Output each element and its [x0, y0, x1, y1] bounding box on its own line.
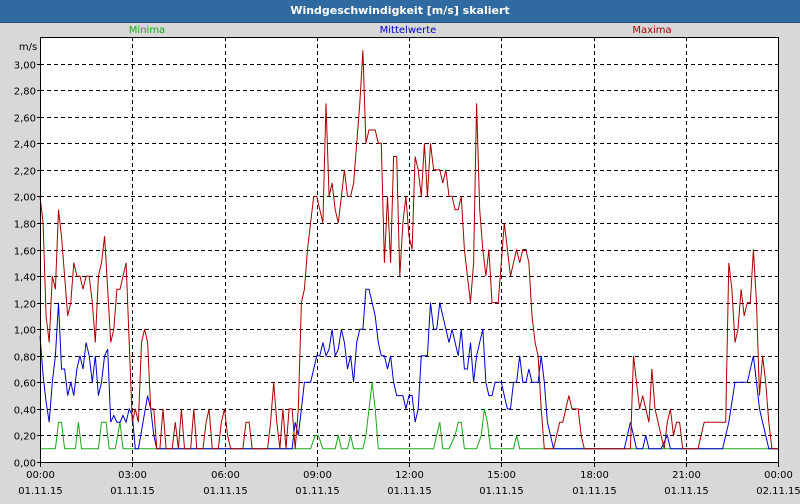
- wind-speed-chart: 0,00 0,20 0,40 0,60 0,80 1,00 1,20 1,40 1,60 1,80…: [14, 25, 800, 497]
- x-axis: 00:00 01.11.15 03:00 01.11.15 06:00 01.11.15 0…: [18, 462, 800, 497]
- y-tick-label: 2,20: [14, 167, 36, 178]
- y-axis-label: m/s: [19, 42, 37, 53]
- y-tick-label: 0,00: [14, 459, 36, 470]
- y-axis: 0,00 0,20 0,40 0,60 0,80 1,00 1,20 1,40 1,60 1,80…: [14, 61, 40, 470]
- x-tick-time: 18:00: [580, 470, 609, 481]
- series-layer: [39, 50, 778, 450]
- x-tick-date: 01.11.15: [110, 486, 155, 497]
- legend-entry-mittelwerte: Mittelwerte: [380, 25, 437, 36]
- x-tick-date: 01.11.15: [18, 486, 63, 497]
- y-tick-label: 0,40: [14, 406, 36, 417]
- y-tick-label: 0,80: [14, 353, 36, 364]
- y-tick-label: 2,00: [14, 193, 36, 204]
- series-line-minima: [40, 382, 778, 450]
- y-tick-label: 1,20: [14, 300, 36, 311]
- y-tick-label: 3,00: [14, 61, 36, 72]
- x-tick-time: 03:00: [118, 470, 147, 481]
- y-tick-label: 1,00: [14, 326, 36, 337]
- legend-entry-minima: Minima: [129, 25, 165, 36]
- y-tick-label: 2,60: [14, 114, 36, 125]
- legend-entry-maxima: Maxima: [632, 25, 671, 36]
- x-tick-date: 01.11.15: [203, 486, 248, 497]
- legend: Minima Mittelwerte Maxima: [129, 25, 672, 36]
- x-tick-date: 01.11.15: [664, 486, 709, 497]
- x-tick-date: 01.11.15: [387, 486, 432, 497]
- series-line-maxima: [39, 50, 778, 450]
- y-tick-label: 1,40: [14, 273, 36, 284]
- y-tick-label: 0,20: [14, 432, 36, 443]
- x-tick-date: 01.11.15: [572, 486, 617, 497]
- x-tick-date: 02.11.15: [756, 486, 800, 497]
- x-tick-time: 06:00: [211, 470, 240, 481]
- y-tick-label: 2,40: [14, 140, 36, 151]
- y-tick-label: 0,60: [14, 379, 36, 390]
- x-tick-time: 21:00: [672, 470, 701, 481]
- x-tick-time: 00:00: [764, 470, 793, 481]
- y-tick-label: 1,80: [14, 220, 36, 231]
- y-tick-label: 1,60: [14, 247, 36, 258]
- window-title: Windgeschwindigkeit [m/s] skaliert: [0, 0, 800, 23]
- x-tick-time: 12:00: [395, 470, 424, 481]
- series-line-mittelwerte: [39, 288, 778, 450]
- x-tick-time: 00:00: [26, 470, 55, 481]
- x-tick-date: 01.11.15: [295, 486, 340, 497]
- chart-area: 0,00 0,20 0,40 0,60 0,80 1,00 1,20 1,40 1,60 1,80…: [0, 22, 800, 500]
- x-tick-time: 09:00: [303, 470, 332, 481]
- x-tick-time: 15:00: [487, 470, 516, 481]
- y-tick-label: 2,80: [14, 87, 36, 98]
- x-tick-date: 01.11.15: [479, 486, 524, 497]
